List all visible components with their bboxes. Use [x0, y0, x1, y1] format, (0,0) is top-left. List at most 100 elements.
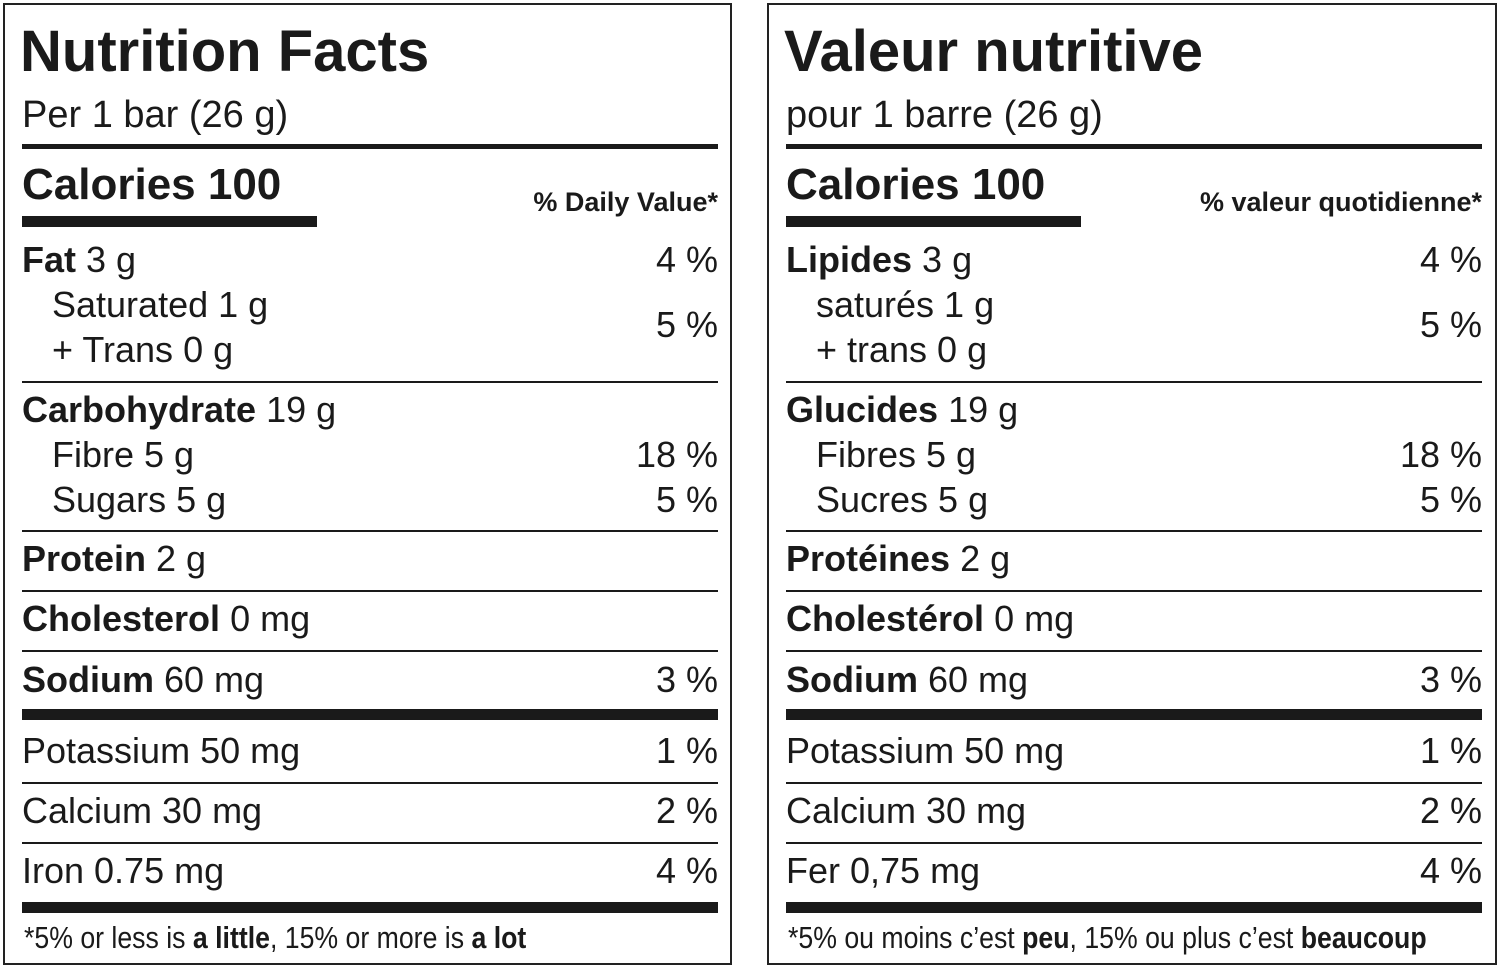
- fibre-row: Fibres 5 g: [816, 434, 977, 475]
- daily-value-header: % Daily Value*: [533, 187, 718, 217]
- fat-row: Lipides 3 g: [786, 238, 972, 282]
- carbohydrate-row-amount: 19 g: [948, 389, 1019, 430]
- daily-value-header: % valeur quotidienne*: [1199, 187, 1482, 217]
- divider: [22, 709, 718, 720]
- footnote-p2: , 15% ou plus c’est: [1069, 920, 1301, 955]
- nutrition-panel-fr: Valeur nutritive pour 1 barre (26 g) Calor…: [767, 3, 1497, 965]
- divider: [786, 782, 1482, 784]
- sodium-row-label: Sodium: [22, 659, 154, 700]
- footnote-b2: a lot: [471, 920, 527, 955]
- carbohydrate-row-label: Glucides: [786, 389, 939, 430]
- calcium-row: Calcium 30 mg: [786, 790, 1027, 831]
- divider: [22, 902, 718, 913]
- calories: Calories 100: [786, 160, 1046, 209]
- protein-row-label: Protein: [22, 538, 147, 579]
- divider: [22, 216, 317, 227]
- panel-title: Valeur nutritive: [784, 19, 1204, 84]
- potassium-row: Potassium 50 mg: [22, 730, 301, 771]
- sugars-row: Sucres 5 g: [816, 479, 989, 520]
- fat-row-amount: 3 g: [86, 239, 137, 280]
- carbohydrate-row: Glucides 19 g: [786, 388, 1018, 432]
- cholesterol-row-amount: 0 mg: [994, 598, 1075, 639]
- iron-dv: 4 %: [655, 850, 718, 891]
- fat-dv: 4 %: [1419, 239, 1482, 280]
- footnote-p2: , 15% or more is: [269, 920, 472, 955]
- trans-row: + trans 0 g: [816, 329, 988, 370]
- fat-row-amount: 3 g: [922, 239, 973, 280]
- serving-size: pour 1 barre (26 g): [786, 94, 1103, 136]
- fat-dv: 4 %: [655, 239, 718, 280]
- divider: [22, 650, 718, 652]
- divider: [786, 902, 1482, 913]
- potassium-dv: 1 %: [655, 730, 718, 771]
- calcium-row: Calcium 30 mg: [22, 790, 263, 831]
- cholesterol-row: Cholestérol 0 mg: [786, 597, 1074, 641]
- panel-title: Nutrition Facts: [20, 19, 430, 84]
- carbohydrate-row-amount: 19 g: [266, 389, 337, 430]
- fibre-dv: 18 %: [635, 434, 718, 475]
- sodium-dv: 3 %: [655, 659, 718, 700]
- fibre-row: Fibre 5 g: [52, 434, 195, 475]
- fat-row-label: Lipides: [786, 239, 913, 280]
- divider: [786, 381, 1482, 383]
- divider: [22, 842, 718, 844]
- serving-size: Per 1 bar (26 g): [22, 94, 289, 136]
- iron-dv: 4 %: [1419, 850, 1482, 891]
- footnote-p1: *5% ou moins c’est: [788, 920, 1023, 955]
- calcium-dv: 2 %: [655, 790, 718, 831]
- divider: [786, 216, 1081, 227]
- fat-row: Fat 3 g: [22, 238, 136, 282]
- sodium-dv: 3 %: [1419, 659, 1482, 700]
- saturated-trans-dv: 5 %: [655, 304, 718, 345]
- iron-row: Iron 0.75 mg: [22, 850, 225, 891]
- divider: [22, 144, 718, 149]
- fat-row-label: Fat: [22, 239, 76, 280]
- protein-row-label: Protéines: [786, 538, 951, 579]
- footnote: *5% or less is a little, 15% or more is …: [24, 918, 526, 958]
- cholesterol-row-label: Cholestérol: [786, 598, 985, 639]
- cholesterol-row: Cholesterol 0 mg: [22, 597, 310, 641]
- sodium-row-label: Sodium: [786, 659, 918, 700]
- calcium-dv: 2 %: [1419, 790, 1482, 831]
- saturated-row: saturés 1 g: [816, 284, 995, 325]
- sugars-dv: 5 %: [1419, 479, 1482, 520]
- protein-row-amount: 2 g: [156, 538, 207, 579]
- nutrition-panel-en: Nutrition Facts Per 1 bar (26 g) Calories …: [3, 3, 732, 965]
- saturated-row: Saturated 1 g: [52, 284, 269, 325]
- protein-row-amount: 2 g: [960, 538, 1011, 579]
- fibre-dv: 18 %: [1399, 434, 1482, 475]
- saturated-trans-dv: 5 %: [1419, 304, 1482, 345]
- sodium-row-amount: 60 mg: [164, 659, 265, 700]
- divider: [786, 590, 1482, 592]
- divider: [786, 144, 1482, 149]
- divider: [786, 650, 1482, 652]
- divider: [22, 782, 718, 784]
- footnote-p1: *5% or less is: [24, 920, 193, 955]
- calories: Calories 100: [22, 160, 282, 209]
- potassium-dv: 1 %: [1419, 730, 1482, 771]
- divider: [786, 842, 1482, 844]
- iron-row: Fer 0,75 mg: [786, 850, 981, 891]
- sodium-row: Sodium 60 mg: [786, 658, 1028, 702]
- cholesterol-row-amount: 0 mg: [230, 598, 311, 639]
- protein-row: Protein 2 g: [22, 537, 206, 581]
- footnote: *5% ou moins c’est peu, 15% ou plus c’es…: [788, 918, 1427, 958]
- divider: [22, 530, 718, 532]
- footnote-b1: peu: [1022, 920, 1070, 955]
- cholesterol-row-label: Cholesterol: [22, 598, 221, 639]
- divider: [786, 709, 1482, 720]
- sugars-dv: 5 %: [655, 479, 718, 520]
- footnote-b2: beaucoup: [1300, 920, 1427, 955]
- footnote-b1: a little: [192, 920, 270, 955]
- potassium-row: Potassium 50 mg: [786, 730, 1065, 771]
- sugars-row: Sugars 5 g: [52, 479, 227, 520]
- trans-row: + Trans 0 g: [52, 329, 234, 370]
- sodium-row-amount: 60 mg: [928, 659, 1029, 700]
- divider: [22, 381, 718, 383]
- carbohydrate-row-label: Carbohydrate: [22, 389, 257, 430]
- carbohydrate-row: Carbohydrate 19 g: [22, 388, 336, 432]
- protein-row: Protéines 2 g: [786, 537, 1010, 581]
- sodium-row: Sodium 60 mg: [22, 658, 264, 702]
- divider: [786, 530, 1482, 532]
- divider: [22, 590, 718, 592]
